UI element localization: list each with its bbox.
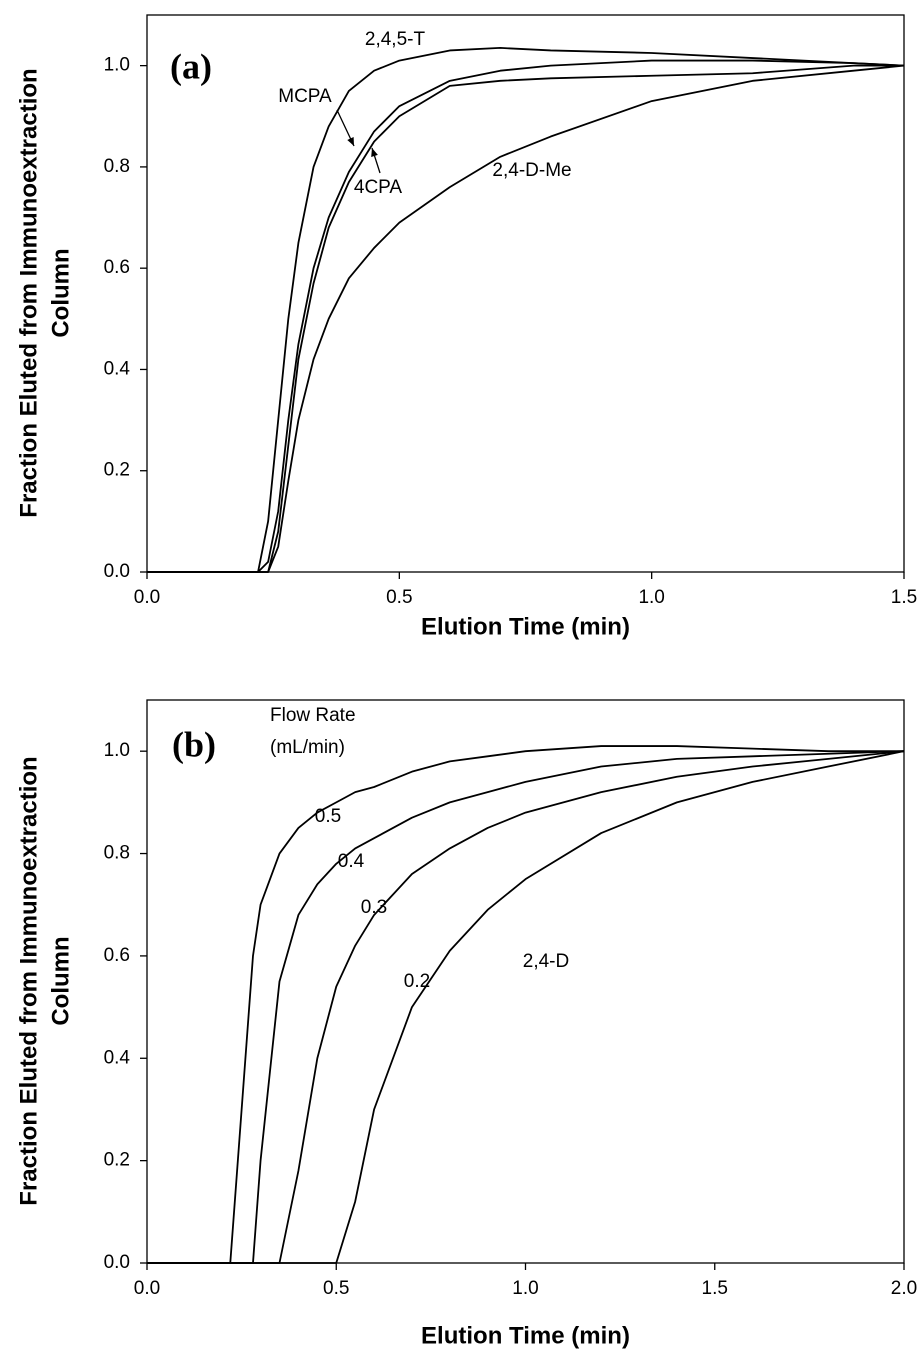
y-tick-label: 0.0 — [104, 1252, 130, 1273]
y-tick-label: 0.2 — [104, 1150, 130, 1171]
y-tick-label: 1.0 — [104, 55, 130, 76]
plot-frame — [146, 14, 905, 573]
y-tick-label: 0.2 — [104, 460, 130, 481]
curve — [147, 745, 904, 1264]
x-tick-label: 0.0 — [134, 1278, 160, 1299]
panel-label: (b) — [172, 724, 216, 764]
curve-label: 0.3 — [361, 897, 387, 918]
x-axis-title: Elution Time (min) — [421, 613, 630, 640]
curve-label: 0.4 — [338, 851, 365, 872]
curve-label: 0.2 — [404, 971, 430, 992]
curve — [147, 750, 905, 1264]
curve — [147, 47, 905, 573]
y-tick-label: 0.0 — [104, 561, 130, 582]
curve-label: 2,4,5-T — [365, 29, 426, 50]
y-axis-title: Column — [47, 936, 74, 1025]
annotation: (mL/min) — [270, 737, 345, 758]
curve-label: MCPA — [278, 86, 332, 107]
x-tick-label: 1.5 — [702, 1278, 728, 1299]
x-tick-label: 1.0 — [638, 587, 664, 608]
curve — [147, 64, 905, 573]
x-tick-label: 2.0 — [891, 1278, 917, 1299]
x-tick-label: 1.0 — [512, 1278, 538, 1299]
annotation: 2,4-D — [523, 951, 569, 972]
curve-label: 2,4-D-Me — [492, 160, 571, 181]
curve-label: 0.5 — [315, 806, 341, 827]
x-tick-label: 1.5 — [891, 587, 917, 608]
x-tick-label: 0.5 — [386, 587, 412, 608]
y-axis-title: Fraction Eluted from Immunoextraction — [15, 68, 42, 517]
plot-frame — [146, 699, 905, 1264]
curve-label: 4CPA — [354, 177, 403, 198]
arrow-head — [371, 148, 378, 157]
y-tick-label: 1.0 — [104, 740, 130, 761]
arrow-head — [347, 137, 354, 146]
panel-label: (a) — [170, 46, 212, 86]
y-tick-label: 0.6 — [104, 257, 130, 278]
y-tick-label: 0.4 — [104, 1047, 131, 1068]
y-axis-title: Fraction Eluted from Immunoextraction — [15, 756, 42, 1205]
x-tick-label: 0.5 — [323, 1278, 349, 1299]
y-tick-label: 0.8 — [104, 843, 130, 864]
curve — [147, 750, 905, 1264]
y-tick-label: 0.6 — [104, 945, 130, 966]
y-tick-label: 0.4 — [104, 358, 131, 379]
x-axis-title: Elution Time (min) — [421, 1322, 630, 1349]
y-axis-title: Column — [47, 248, 74, 337]
x-tick-label: 0.0 — [134, 587, 160, 608]
curve — [147, 59, 905, 573]
curve — [147, 750, 905, 1264]
y-tick-label: 0.8 — [104, 156, 130, 177]
annotation: Flow Rate — [270, 705, 356, 726]
curve — [147, 64, 904, 573]
